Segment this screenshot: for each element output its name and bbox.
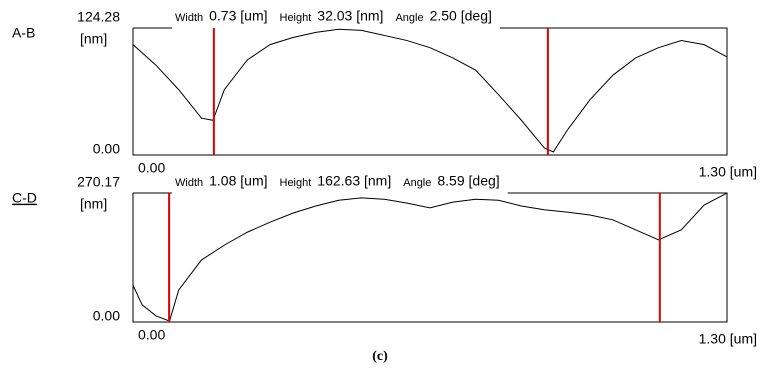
measure-label: Width (175, 12, 203, 24)
y-axis-label: [nm] (80, 31, 107, 47)
header-bg (172, 175, 612, 195)
y-tick-label: 124.28 (77, 9, 120, 25)
profile-label: A-B (12, 25, 35, 41)
profile-line (132, 28, 728, 153)
y-tick-label: 0.00 (93, 141, 120, 157)
plot-frame (132, 27, 728, 156)
plot-frame (132, 192, 728, 323)
measure-label: Angle (403, 177, 431, 189)
measure-label: Angle (395, 12, 423, 24)
x-tick-label: 1.30 [um] (699, 164, 757, 180)
profile-line (132, 192, 728, 322)
y-tick-label: 0.00 (93, 308, 120, 324)
measure-value: 32.03 [nm] (317, 8, 383, 24)
measure-label: Height (280, 177, 312, 189)
measure-value: 1.08 [um] (209, 173, 267, 189)
measure-value: 8.59 [deg] (437, 173, 499, 189)
measure-value: 162.63 [nm] (317, 173, 391, 189)
measure-value: 2.50 [deg] (430, 8, 492, 24)
header-bg (172, 10, 612, 30)
y-tick-label: 270.17 (77, 174, 120, 190)
x-tick-label: 0.00 (138, 160, 165, 176)
x-tick-label: 1.30 [um] (699, 331, 757, 347)
x-tick-label: 0.00 (138, 327, 165, 343)
measure-label: Width (175, 177, 203, 189)
y-axis-label: [nm] (80, 196, 107, 212)
profile-label: C-D (12, 190, 37, 206)
measure-label: Height (280, 12, 312, 24)
measure-value: 0.73 [um] (209, 8, 267, 24)
caption: (c) (372, 349, 388, 364)
